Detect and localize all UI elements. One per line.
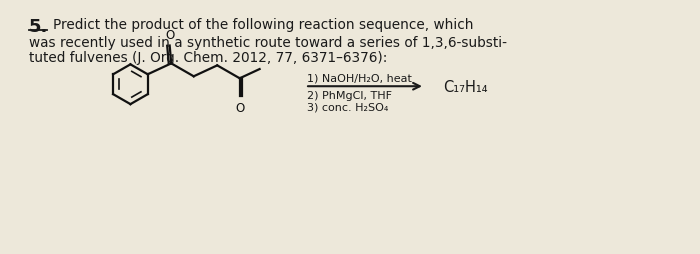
Text: 2) PhMgCl, THF: 2) PhMgCl, THF	[307, 91, 392, 101]
Text: 5.: 5.	[29, 18, 48, 36]
Text: Predict the product of the following reaction sequence, which: Predict the product of the following rea…	[52, 18, 473, 31]
Text: 1) NaOH/H₂O, heat: 1) NaOH/H₂O, heat	[307, 73, 412, 83]
Text: 3) conc. H₂SO₄: 3) conc. H₂SO₄	[307, 102, 389, 112]
Text: O: O	[165, 28, 174, 41]
Text: O: O	[235, 102, 244, 115]
Text: was recently used in a synthetic route toward a series of 1,3,6-substi-: was recently used in a synthetic route t…	[29, 35, 507, 49]
Text: tuted fulvenes (J. Org. Chem. 2012, 77, 6371–6376):: tuted fulvenes (J. Org. Chem. 2012, 77, …	[29, 51, 387, 65]
Text: C₁₇H₁₄: C₁₇H₁₄	[443, 80, 487, 94]
